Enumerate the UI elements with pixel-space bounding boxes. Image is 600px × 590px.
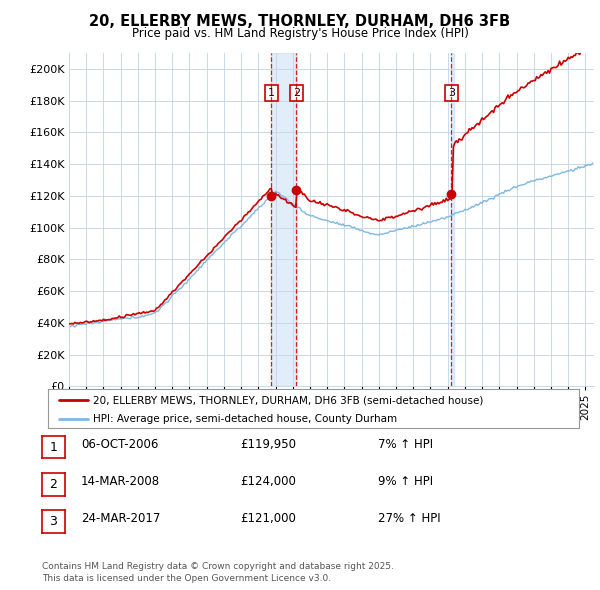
Text: 3: 3	[49, 515, 58, 528]
Text: Contains HM Land Registry data © Crown copyright and database right 2025.
This d: Contains HM Land Registry data © Crown c…	[42, 562, 394, 583]
Text: 3: 3	[448, 88, 455, 98]
Text: 1: 1	[268, 88, 275, 98]
Text: 2: 2	[49, 478, 58, 491]
Bar	[451, 53, 454, 386]
Text: £124,000: £124,000	[240, 475, 296, 488]
Text: 9% ↑ HPI: 9% ↑ HPI	[378, 475, 433, 488]
Text: 06-OCT-2006: 06-OCT-2006	[81, 438, 158, 451]
Text: Price paid vs. HM Land Registry's House Price Index (HPI): Price paid vs. HM Land Registry's House …	[131, 27, 469, 40]
Text: 24-MAR-2017: 24-MAR-2017	[81, 512, 160, 525]
Text: 20, ELLERBY MEWS, THORNLEY, DURHAM, DH6 3FB: 20, ELLERBY MEWS, THORNLEY, DURHAM, DH6 …	[89, 14, 511, 29]
Bar	[271, 53, 297, 386]
Text: £121,000: £121,000	[240, 512, 296, 525]
Text: HPI: Average price, semi-detached house, County Durham: HPI: Average price, semi-detached house,…	[93, 414, 397, 424]
Text: 7% ↑ HPI: 7% ↑ HPI	[378, 438, 433, 451]
Text: 1: 1	[49, 441, 58, 454]
Text: 27% ↑ HPI: 27% ↑ HPI	[378, 512, 440, 525]
Text: £119,950: £119,950	[240, 438, 296, 451]
Text: 20, ELLERBY MEWS, THORNLEY, DURHAM, DH6 3FB (semi-detached house): 20, ELLERBY MEWS, THORNLEY, DURHAM, DH6 …	[93, 395, 484, 405]
Text: 2: 2	[293, 88, 300, 98]
Text: 14-MAR-2008: 14-MAR-2008	[81, 475, 160, 488]
